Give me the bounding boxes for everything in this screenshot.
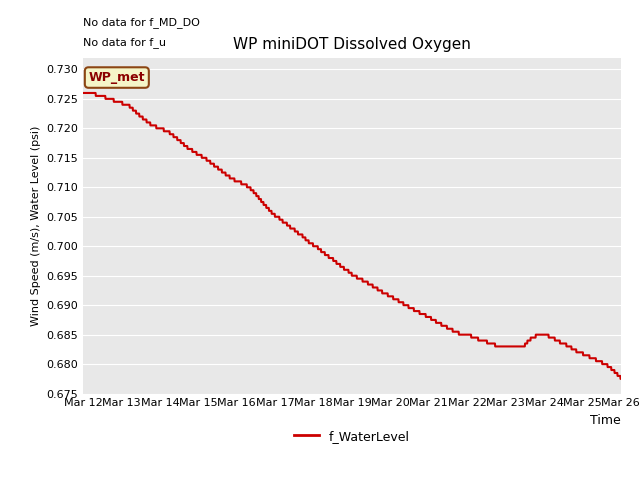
Text: No data for f_u: No data for f_u	[83, 37, 166, 48]
Y-axis label: Wind Speed (m/s), Water Level (psi): Wind Speed (m/s), Water Level (psi)	[31, 125, 41, 326]
Text: WP_met: WP_met	[88, 71, 145, 84]
Title: WP miniDOT Dissolved Oxygen: WP miniDOT Dissolved Oxygen	[233, 37, 471, 52]
Text: No data for f_MD_DO: No data for f_MD_DO	[83, 17, 200, 28]
Legend: f_WaterLevel: f_WaterLevel	[289, 425, 415, 448]
X-axis label: Time: Time	[590, 414, 621, 427]
